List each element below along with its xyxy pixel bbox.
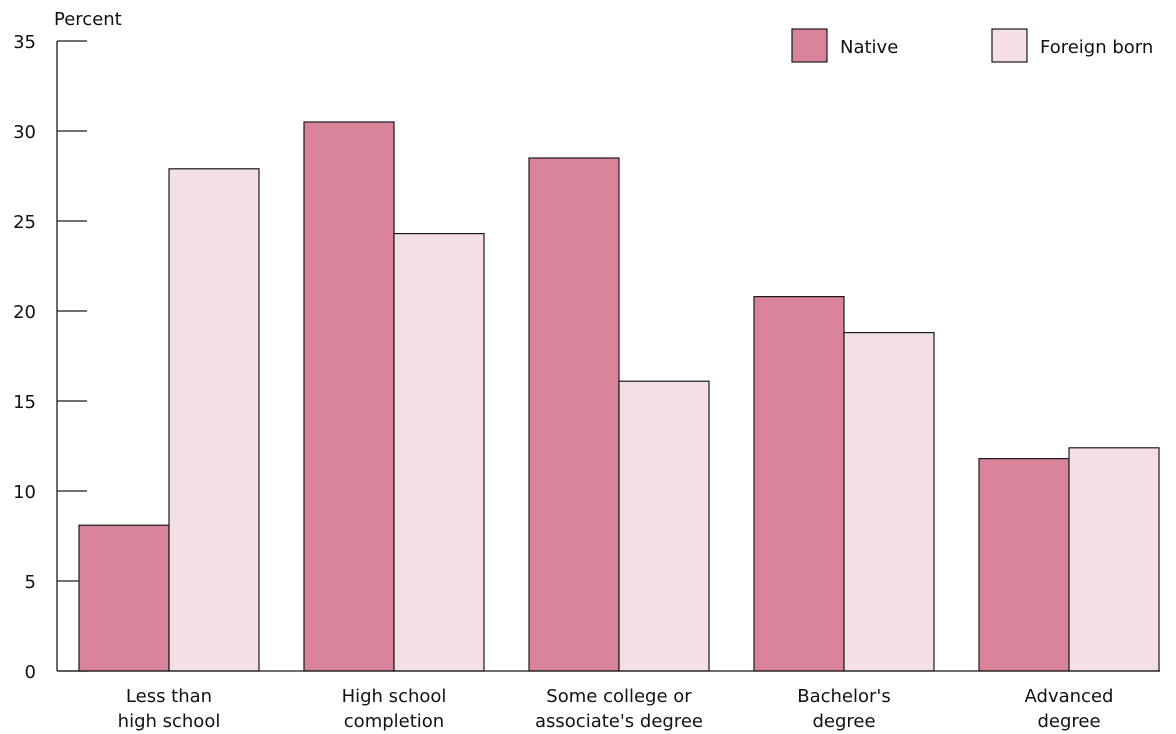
y-tick-label: 5 [25, 572, 36, 593]
bar-foreign-born [618, 380, 710, 672]
bar-foreign-born [393, 233, 485, 672]
x-tick-label: Bachelor's [797, 686, 891, 707]
x-tick-label: associate's degree [535, 711, 703, 732]
x-tick-label: Some college or [546, 686, 692, 707]
bar-native [303, 121, 395, 672]
y-tick-label: 25 [13, 212, 36, 233]
y-tick-label: 10 [13, 482, 36, 503]
y-axis: 0 5 10 15 20 25 30 35 [13, 32, 87, 683]
y-tick-label: 0 [25, 662, 36, 683]
y-tick-label: 20 [13, 302, 36, 323]
bars [78, 121, 1160, 672]
bar-native [753, 296, 845, 672]
y-tick-label: 35 [13, 32, 36, 53]
y-tick-label: 30 [13, 122, 36, 143]
bar-foreign-born [168, 168, 260, 672]
legend: Native Foreign born [791, 28, 1153, 63]
bar-foreign-born [843, 332, 935, 672]
legend-swatch-native [791, 28, 828, 63]
x-tick-label: Less than [126, 686, 212, 707]
x-tick-label: completion [344, 711, 444, 732]
y-tick-label: 15 [13, 392, 36, 413]
bar-native [528, 157, 620, 672]
y-axis-title: Percent [54, 9, 122, 30]
x-tick-label: Advanced [1025, 686, 1114, 707]
legend-swatch-foreign-born [991, 28, 1028, 63]
x-tick-label: High school [342, 686, 447, 707]
bar-native [78, 524, 170, 672]
x-axis: Less than high school High school completio… [57, 670, 1160, 732]
x-tick-label: high school [118, 711, 221, 732]
x-tick-label: degree [812, 711, 875, 732]
legend-label: Native [840, 37, 898, 58]
x-tick-label: degree [1037, 711, 1100, 732]
bar-foreign-born [1068, 447, 1160, 672]
bar-native [978, 458, 1070, 672]
legend-label: Foreign born [1040, 37, 1153, 58]
